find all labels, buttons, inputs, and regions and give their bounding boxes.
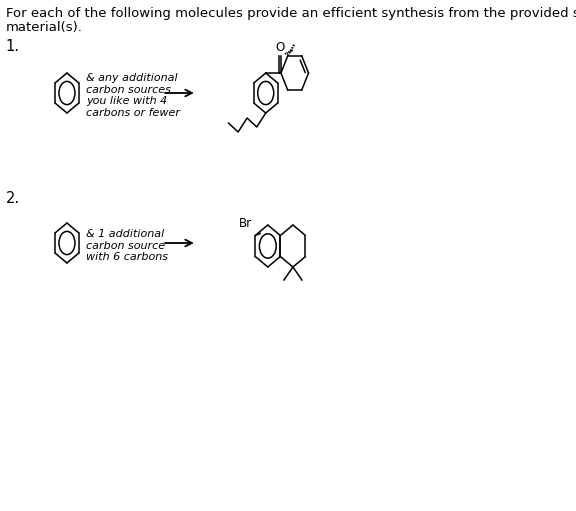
Text: you like with 4: you like with 4 — [86, 96, 168, 106]
Text: & 1 additional: & 1 additional — [86, 229, 165, 239]
Text: 1.: 1. — [6, 39, 20, 54]
Text: For each of the following molecules provide an efficient synthesis from the prov: For each of the following molecules prov… — [6, 7, 576, 20]
Text: O: O — [275, 41, 285, 54]
Text: 2.: 2. — [6, 191, 20, 206]
Text: material(s).: material(s). — [6, 21, 82, 34]
Text: with 6 carbons: with 6 carbons — [86, 252, 168, 262]
Text: carbons or fewer: carbons or fewer — [86, 107, 180, 118]
Text: Br: Br — [238, 217, 252, 229]
Text: carbon sources: carbon sources — [86, 84, 171, 95]
Text: & any additional: & any additional — [86, 73, 178, 83]
Text: carbon source: carbon source — [86, 241, 165, 250]
